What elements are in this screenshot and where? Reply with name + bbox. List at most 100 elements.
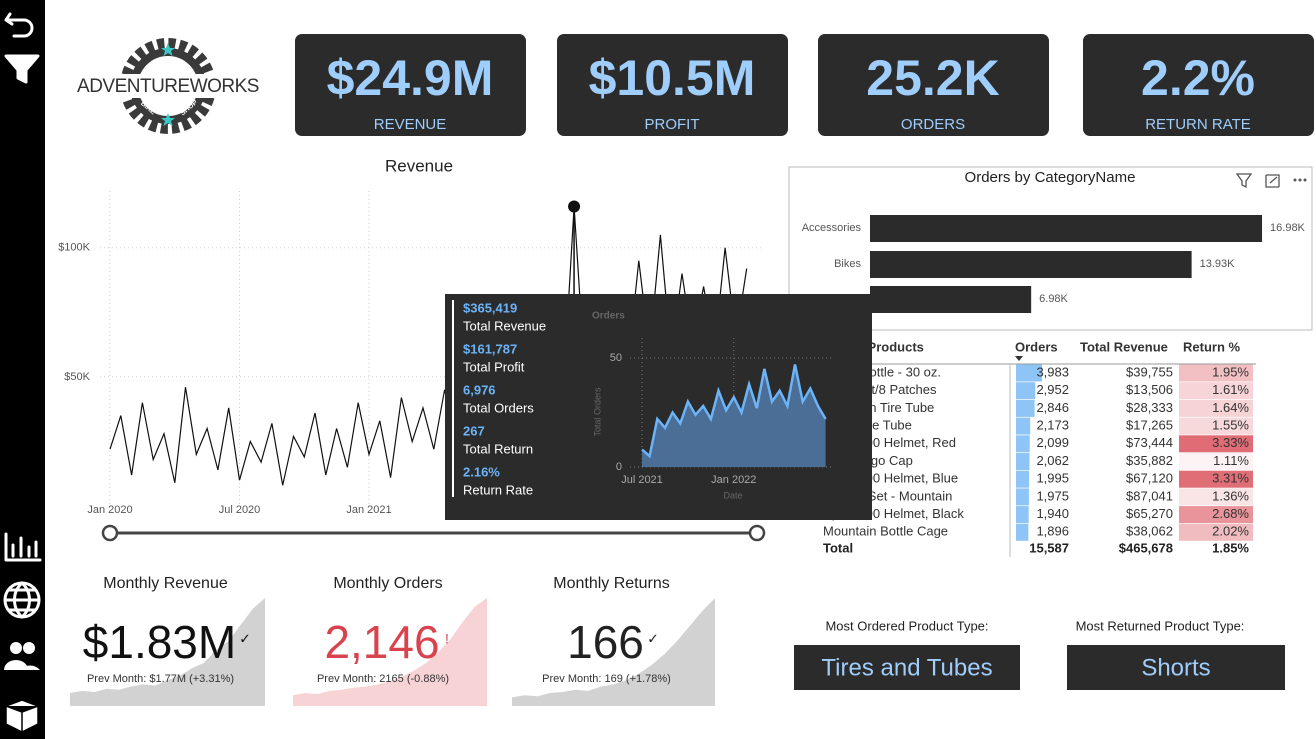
kpi-card bbox=[557, 34, 788, 136]
value-label: 16.98K bbox=[1270, 222, 1306, 234]
revenue-cell: $87,041 bbox=[1126, 488, 1173, 503]
category-label: Bikes bbox=[834, 258, 861, 270]
data-bar bbox=[1016, 399, 1035, 417]
tooltip: $365,419 Total Revenue $161,787 Total Profi… bbox=[445, 294, 872, 520]
return-cell bbox=[1179, 506, 1253, 524]
return-cell bbox=[1179, 382, 1253, 400]
bar bbox=[870, 215, 1263, 242]
card-status: ! bbox=[445, 631, 449, 647]
total-orders: 15,587 bbox=[1029, 540, 1069, 555]
tooltip-label: Total Revenue bbox=[463, 318, 546, 333]
x-tick-label: Jan 2022 bbox=[711, 474, 756, 486]
return-cell bbox=[1179, 453, 1253, 470]
focus-icon[interactable] bbox=[1265, 174, 1280, 188]
card-value: 166 bbox=[567, 616, 644, 668]
mini-y-label: Total Orders bbox=[592, 387, 602, 437]
kpi-card bbox=[818, 34, 1049, 136]
tooltip-value: 2.16% bbox=[463, 464, 500, 479]
revenue-cell: $38,062 bbox=[1126, 524, 1173, 539]
more-icon[interactable] bbox=[1293, 178, 1307, 182]
area-line bbox=[641, 364, 827, 459]
type-value: Shorts bbox=[1141, 654, 1210, 681]
orders-cell: 1,975 bbox=[1036, 488, 1069, 503]
tooltip-value: 6,976 bbox=[463, 382, 496, 397]
card-title: Monthly Returns bbox=[553, 575, 670, 592]
card-prev: Prev Month: $1.77M (+3.31%) bbox=[87, 673, 234, 685]
return-label: 1.95% bbox=[1212, 364, 1249, 379]
return-label: 3.33% bbox=[1212, 435, 1249, 450]
orders-cell: 2,173 bbox=[1036, 418, 1069, 433]
kpi-label: RETURN RATE bbox=[1145, 116, 1251, 133]
trend-area bbox=[293, 598, 487, 706]
return-label: 1.55% bbox=[1212, 418, 1249, 433]
return-label: 1.64% bbox=[1212, 400, 1249, 415]
card-title: Monthly Revenue bbox=[103, 575, 228, 592]
data-bar bbox=[1016, 435, 1030, 453]
customers-icon[interactable] bbox=[4, 642, 40, 670]
category-label: Accessories bbox=[802, 222, 862, 234]
data-bar bbox=[1016, 453, 1030, 470]
revenue-cell: $17,265 bbox=[1126, 418, 1173, 433]
highlight-point bbox=[568, 200, 581, 213]
logo: ADVENTUREWORKS BIKE SHOP bbox=[77, 38, 259, 134]
return-cell bbox=[1179, 435, 1253, 453]
kpi-value: 25.2K bbox=[866, 50, 999, 106]
card-status: ✓ bbox=[239, 631, 251, 647]
report-icon[interactable] bbox=[4, 532, 42, 562]
kpi-label: PROFIT bbox=[645, 116, 700, 133]
orders-cell: 2,846 bbox=[1036, 400, 1069, 415]
kpi-label: REVENUE bbox=[374, 116, 447, 133]
date-slider[interactable] bbox=[101, 524, 766, 542]
kpi-value: $24.9M bbox=[327, 50, 494, 106]
x-tick-label: Jan 2021 bbox=[346, 504, 391, 516]
data-bar bbox=[1016, 364, 1042, 382]
filter-icon[interactable] bbox=[4, 54, 40, 84]
orders-cell: 2,952 bbox=[1036, 382, 1069, 397]
chart-title: Revenue bbox=[385, 156, 453, 175]
area-fill bbox=[642, 364, 826, 467]
product-icon[interactable] bbox=[5, 699, 39, 733]
revenue-cell: $35,882 bbox=[1126, 453, 1173, 468]
orders-cell: 2,062 bbox=[1036, 453, 1069, 468]
y-tick-label: $100K bbox=[58, 242, 90, 254]
revenue-cell: $67,120 bbox=[1126, 471, 1173, 486]
kpi-card bbox=[295, 34, 526, 136]
return-cell bbox=[1179, 399, 1253, 417]
return-cell bbox=[1179, 417, 1253, 435]
data-bar bbox=[1016, 382, 1036, 400]
card-prev: Prev Month: 169 (+1.78%) bbox=[542, 673, 671, 685]
sort-arrow bbox=[1015, 356, 1023, 361]
type-value: Tires and Tubes bbox=[821, 654, 992, 681]
total-revenue: $465,678 bbox=[1119, 540, 1173, 555]
data-bar bbox=[1016, 523, 1029, 541]
return-label: 1.61% bbox=[1212, 382, 1249, 397]
return-label: 3.31% bbox=[1212, 471, 1249, 486]
return-label: 1.36% bbox=[1212, 488, 1249, 503]
y-tick-label: 0 bbox=[616, 461, 622, 473]
card-value: 2,146 bbox=[324, 616, 439, 668]
kpi-label: ORDERS bbox=[901, 116, 965, 133]
kpi-value: 2.2% bbox=[1141, 50, 1255, 106]
revenue-cell: $28,333 bbox=[1126, 400, 1173, 415]
column-header: Return % bbox=[1183, 339, 1241, 354]
tooltip-label: Total Orders bbox=[463, 400, 534, 415]
card-value: $1.83M bbox=[83, 616, 236, 668]
back-icon[interactable] bbox=[4, 12, 34, 38]
value-label: 13.93K bbox=[1200, 258, 1236, 270]
revenue-cell: $65,270 bbox=[1126, 506, 1173, 521]
orders-cell: 2,099 bbox=[1036, 435, 1069, 450]
tooltip-label: Total Profit bbox=[463, 359, 525, 374]
value-label: 6.98K bbox=[1039, 293, 1068, 305]
tooltip-value: $365,419 bbox=[463, 300, 517, 315]
tooltip-value: 267 bbox=[463, 423, 485, 438]
data-bar bbox=[1016, 506, 1029, 524]
return-label: 1.11% bbox=[1213, 453, 1249, 468]
filter-icon[interactable] bbox=[1235, 173, 1253, 189]
data-bar bbox=[1016, 470, 1030, 488]
return-cell bbox=[1179, 488, 1253, 506]
column-header: Total Revenue bbox=[1080, 339, 1168, 354]
mini-chart-title: Orders bbox=[592, 311, 625, 322]
sidebar bbox=[0, 0, 45, 739]
revenue-cell: $73,444 bbox=[1126, 435, 1173, 450]
